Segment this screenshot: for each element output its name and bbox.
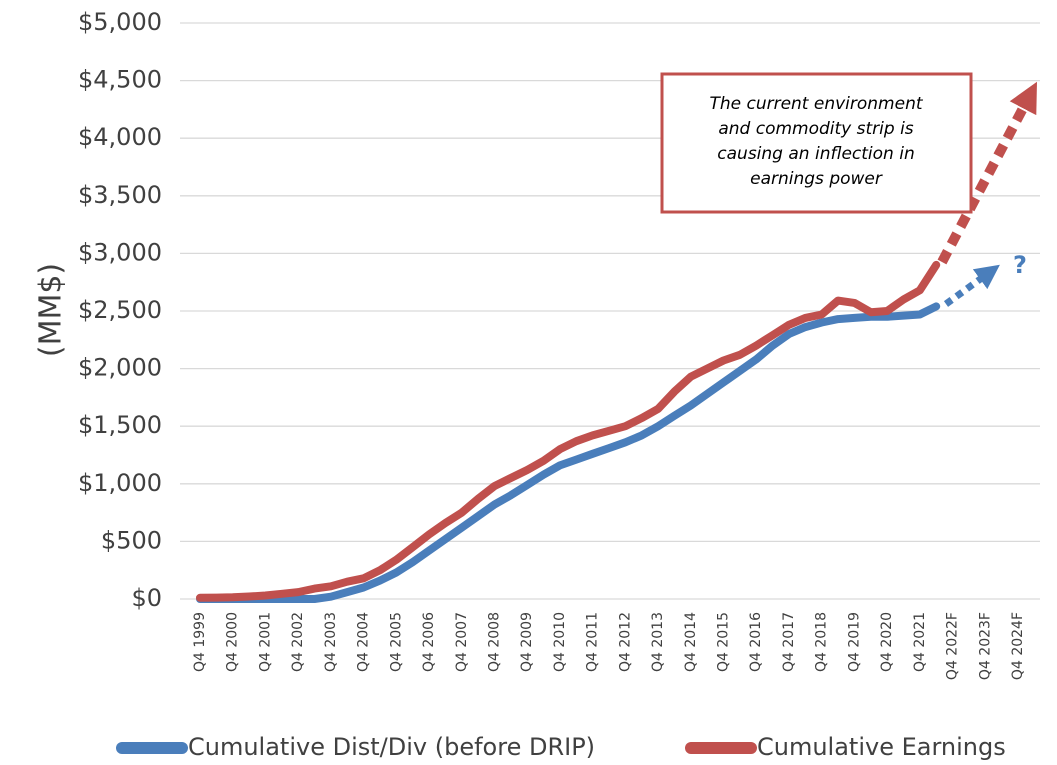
annotation-question: ? <box>1013 251 1027 279</box>
x-tick-label: Q4 2007 <box>454 612 470 672</box>
x-tick-label: Q4 2009 <box>519 612 535 672</box>
y-axis-label: (MM$) <box>34 263 69 357</box>
annotation-text: causing an inflection in <box>717 144 914 164</box>
legend-label: Cumulative Earnings <box>757 733 1006 761</box>
x-tick-label: Q4 2016 <box>748 612 764 672</box>
projection-arrow <box>937 81 1037 265</box>
y-tick-label: $0 <box>131 584 162 612</box>
x-tick-label: Q4 2000 <box>225 612 241 672</box>
y-tick-label: $3,500 <box>78 181 162 209</box>
annotation-text: The current environment <box>709 94 923 114</box>
x-tick-label: Q4 2004 <box>356 612 372 672</box>
annotation-text: and commodity strip is <box>718 119 913 139</box>
x-tick-label: Q4 2008 <box>486 612 502 672</box>
x-tick-label: Q4 1999 <box>192 612 208 672</box>
x-tick-label: Q4 2019 <box>846 612 862 672</box>
y-tick-label: $2,000 <box>78 354 162 382</box>
x-tick-label: Q4 2006 <box>421 612 437 672</box>
legend-label: Cumulative Dist/Div (before DRIP) <box>188 733 595 761</box>
y-tick-label: $1,000 <box>78 469 162 497</box>
annotation-text: earnings power <box>750 169 883 189</box>
projection-arrow <box>943 264 1000 307</box>
series-line <box>196 260 941 602</box>
y-tick-label: $5,000 <box>78 8 162 36</box>
x-tick-label: Q4 2014 <box>683 612 699 672</box>
x-tick-label: Q4 2022F <box>945 612 961 680</box>
x-tick-label: Q4 2018 <box>814 612 830 672</box>
x-tick-label: Q4 2013 <box>650 612 666 672</box>
y-tick-label: $3,000 <box>78 238 162 266</box>
y-tick-label: $500 <box>101 526 162 554</box>
x-tick-label: Q4 2020 <box>879 612 895 672</box>
x-tick-label: Q4 2003 <box>323 612 339 672</box>
x-tick-label: Q4 2024F <box>1010 612 1026 680</box>
x-tick-label: Q4 2023F <box>977 612 993 680</box>
y-tick-label: $2,500 <box>78 296 162 324</box>
x-tick-label: Q4 2021 <box>912 612 928 672</box>
annotation-box <box>660 72 973 214</box>
x-tick-label: Q4 2017 <box>781 612 797 672</box>
x-tick-label: Q4 2001 <box>257 612 273 672</box>
series-line <box>196 302 941 603</box>
y-tick-label: $1,500 <box>78 411 162 439</box>
x-tick-label: Q4 2005 <box>388 612 404 672</box>
y-tick-label: $4,000 <box>78 123 162 151</box>
x-tick-label: Q4 2015 <box>716 612 732 672</box>
x-tick-label: Q4 2010 <box>552 612 568 672</box>
x-tick-label: Q4 2011 <box>585 612 601 672</box>
x-tick-label: Q4 2012 <box>617 612 633 672</box>
x-tick-label: Q4 2002 <box>290 612 306 672</box>
y-tick-label: $4,500 <box>78 66 162 94</box>
